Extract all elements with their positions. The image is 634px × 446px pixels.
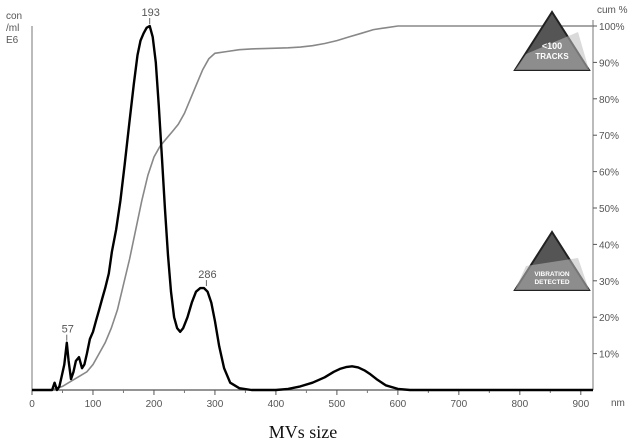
- x-tick-label: 500: [329, 399, 346, 410]
- x-tick-label: 900: [572, 399, 589, 410]
- vibration-warning-line-2: DETECTED: [534, 279, 569, 286]
- y-right-tick-label: 100%: [599, 22, 625, 33]
- x-tick-label: 100: [85, 399, 102, 410]
- x-tick-label: 300: [207, 399, 224, 410]
- y-right-tick-group: 10% 20% 30% 40% 50% 60% 70% 80% 90% 100%: [593, 22, 625, 361]
- y-right-tick-label: 90%: [599, 58, 619, 69]
- x-tick-group: 0 100 200 300 400 500 600 700 800 900: [29, 390, 590, 410]
- tracks-warning-line-1: <100: [542, 41, 562, 51]
- concentration-series-line: [32, 24, 593, 392]
- tracks-warning-icon: <100 TRACKS: [513, 10, 591, 71]
- y-right-tick-label: 60%: [599, 168, 619, 179]
- tracks-warning-line-2: TRACKS: [535, 52, 569, 61]
- x-tick-label: 400: [268, 399, 285, 410]
- y-right-tick-label: 80%: [599, 95, 619, 106]
- peak-label: 57: [62, 324, 74, 336]
- x-unit-label: nm: [611, 398, 625, 409]
- left-unit-label-1: con: [6, 11, 22, 22]
- y-right-tick-label: 20%: [599, 313, 619, 324]
- cumulative-series-line: [32, 25, 593, 391]
- right-axis-title: cum %: [597, 5, 628, 16]
- peak-label: 286: [198, 269, 216, 281]
- vibration-warning-icon: VIBRATION DETECTED: [513, 230, 591, 291]
- left-unit-label-2: /ml: [6, 23, 19, 34]
- x-tick-label: 0: [29, 399, 35, 410]
- y-right-tick-label: 10%: [599, 350, 619, 361]
- x-tick-label: 600: [390, 399, 407, 410]
- y-right-tick-label: 40%: [599, 240, 619, 251]
- y-right-tick-label: 50%: [599, 204, 619, 215]
- y-right-tick-label: 30%: [599, 277, 619, 288]
- vibration-warning-line-1: VIBRATION: [534, 271, 570, 278]
- x-tick-label: 200: [146, 399, 163, 410]
- y-right-tick-label: 70%: [599, 131, 619, 142]
- x-tick-label: 800: [511, 399, 528, 410]
- x-axis-title: MVs size: [269, 422, 338, 442]
- left-unit-label-3: E6: [6, 35, 19, 46]
- peak-label: 193: [142, 7, 160, 19]
- x-tick-label: 700: [451, 399, 468, 410]
- peak-labels: 57 193 286: [62, 7, 217, 341]
